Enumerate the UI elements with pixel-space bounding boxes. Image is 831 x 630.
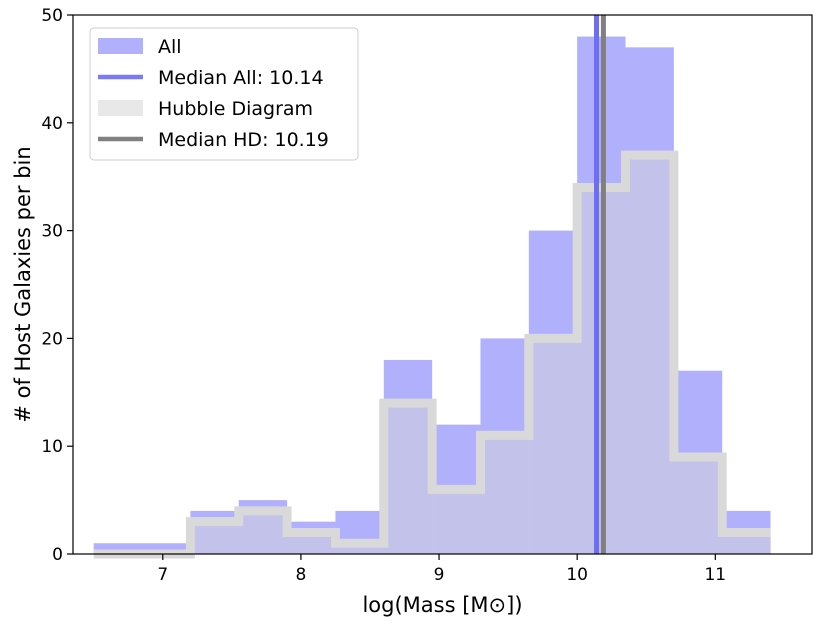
y-tick-label: 10	[41, 437, 63, 457]
x-tick-label: 7	[157, 565, 168, 585]
legend-label: Median HD: 10.19	[158, 129, 329, 151]
y-tick-label: 20	[41, 329, 63, 349]
y-tick-label: 50	[41, 6, 63, 26]
x-tick-label: 8	[296, 565, 307, 585]
y-tick-label: 0	[52, 545, 63, 565]
all-bar	[93, 543, 191, 554]
hubble-diagram-area	[93, 155, 771, 554]
x-axis-ticks: 7 8 9 10 11	[157, 554, 726, 585]
legend-box	[89, 27, 359, 161]
x-tick-label: 10	[566, 565, 588, 585]
legend-label: Hubble Diagram	[158, 98, 313, 120]
y-axis-ticks: 0 10 20 30 40 50	[41, 6, 73, 565]
legend-label: Median All: 10.14	[158, 67, 324, 89]
y-tick-label: 30	[41, 222, 63, 242]
legend-entry: Median All: 10.14	[98, 67, 324, 89]
legend-swatch	[98, 38, 143, 54]
median-lines	[594, 15, 606, 554]
y-axis-label: # of Host Galaxies per bin	[11, 146, 35, 422]
legend-label: All	[158, 36, 182, 58]
legend-swatch	[98, 100, 143, 116]
legend-entry: All	[98, 36, 182, 58]
legend-entry: Median HD: 10.19	[98, 129, 329, 151]
x-tick-label: 9	[434, 565, 445, 585]
plot-frame	[72, 14, 813, 555]
hubble-diagram-step-outline	[93, 150, 771, 559]
legend-entry: Hubble Diagram	[98, 98, 313, 120]
x-axis-label: log(Mass [M⊙])	[362, 593, 522, 617]
legend: All Median All: 10.14 Hubble Diagram Median…	[89, 27, 359, 161]
x-tick-label: 11	[704, 565, 726, 585]
y-tick-label: 40	[41, 114, 63, 134]
hubble-diagram-step	[93, 150, 771, 559]
hubble-diagram-fill	[93, 155, 771, 554]
